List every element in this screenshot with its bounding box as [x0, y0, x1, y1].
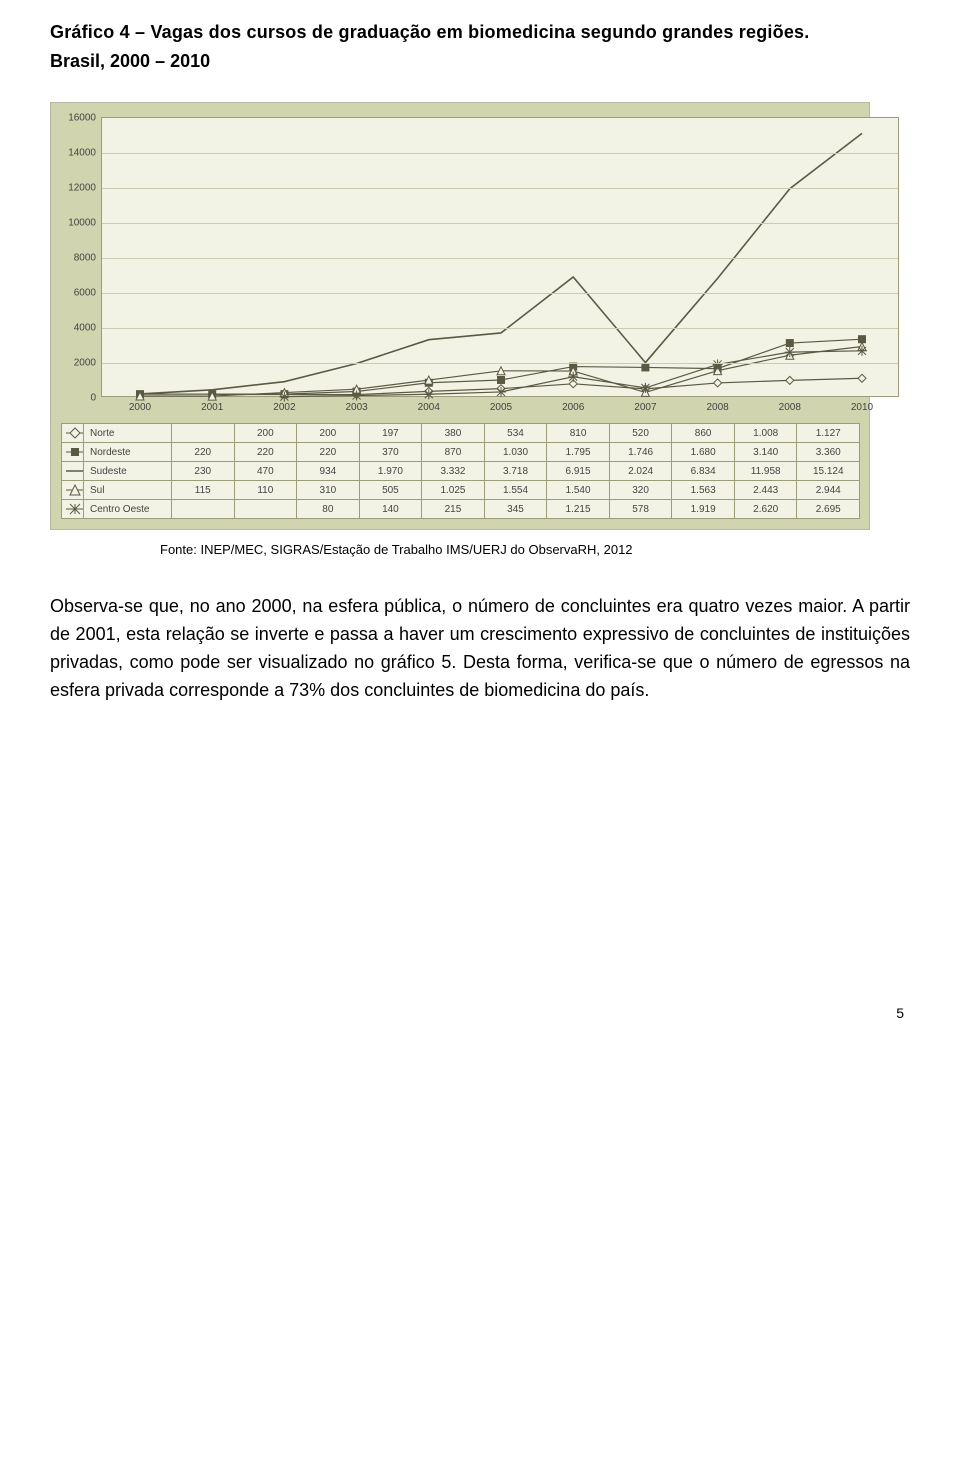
table-cell: 1.554 — [484, 481, 547, 500]
table-cell: 1.795 — [547, 443, 610, 462]
table-cell: 15.124 — [797, 462, 860, 481]
table-row: Centro Oeste 801402153451.2155781.9192.62… — [62, 500, 860, 519]
x-axis-tick: 2005 — [490, 396, 512, 413]
y-axis-tick: 8000 — [74, 253, 102, 264]
page-number: 5 — [50, 1005, 910, 1021]
table-cell: 2.944 — [797, 481, 860, 500]
table-cell: 6.915 — [547, 462, 610, 481]
table-row: Sul1151103105051.0251.5541.5403201.5632.… — [62, 481, 860, 500]
table-cell: 6.834 — [672, 462, 735, 481]
table-cell: 2.620 — [734, 500, 797, 519]
table-cell: 140 — [359, 500, 422, 519]
table-cell: 2.695 — [797, 500, 860, 519]
series-name: Sudeste — [84, 462, 172, 481]
series-name: Centro Oeste — [84, 500, 172, 519]
series-marker-icon — [62, 481, 84, 500]
series-name: Norte — [84, 424, 172, 443]
table-cell: 320 — [609, 481, 672, 500]
table-cell: 2.443 — [734, 481, 797, 500]
body-paragraph: Observa-se que, no ano 2000, na esfera p… — [50, 593, 910, 705]
x-axis-tick: 2008 — [779, 396, 801, 413]
x-axis-tick: 2007 — [634, 396, 656, 413]
table-cell: 1.563 — [672, 481, 735, 500]
table-cell: 110 — [234, 481, 297, 500]
table-cell: 3.360 — [797, 443, 860, 462]
table-cell: 1.680 — [672, 443, 735, 462]
table-cell: 1.540 — [547, 481, 610, 500]
series-marker-icon — [62, 500, 84, 519]
plot-area: 0200040006000800010000120001400016000200… — [101, 117, 899, 397]
y-axis-tick: 10000 — [68, 218, 102, 229]
chart-lines — [102, 118, 898, 396]
table-cell: 3.332 — [422, 462, 485, 481]
table-cell: 80 — [297, 500, 360, 519]
table-cell: 1.919 — [672, 500, 735, 519]
table-cell: 220 — [297, 443, 360, 462]
table-cell: 220 — [172, 443, 235, 462]
table-cell — [172, 500, 235, 519]
table-cell: 470 — [234, 462, 297, 481]
table-cell: 200 — [297, 424, 360, 443]
table-cell — [234, 500, 297, 519]
table-cell: 215 — [422, 500, 485, 519]
table-cell: 2.024 — [609, 462, 672, 481]
chart-source: Fonte: INEP/MEC, SIGRAS/Estação de Traba… — [160, 542, 910, 557]
table-cell: 520 — [609, 424, 672, 443]
table-cell: 505 — [359, 481, 422, 500]
table-cell: 3.140 — [734, 443, 797, 462]
y-axis-tick: 14000 — [68, 148, 102, 159]
table-cell: 1.030 — [484, 443, 547, 462]
table-cell: 1.127 — [797, 424, 860, 443]
table-cell: 310 — [297, 481, 360, 500]
x-axis-tick: 2008 — [706, 396, 728, 413]
chart-data-table: Norte2002001973805348105208601.0081.127N… — [61, 423, 860, 519]
table-cell — [172, 424, 235, 443]
table-cell: 1.970 — [359, 462, 422, 481]
table-cell: 115 — [172, 481, 235, 500]
table-cell: 578 — [609, 500, 672, 519]
table-cell: 220 — [234, 443, 297, 462]
series-name: Nordeste — [84, 443, 172, 462]
x-axis-tick: 2003 — [345, 396, 367, 413]
table-row: Sudeste2304709341.9703.3323.7186.9152.02… — [62, 462, 860, 481]
table-cell: 534 — [484, 424, 547, 443]
table-cell: 860 — [672, 424, 735, 443]
chart-panel: 0 2000 4000 6000 8000 10000 12000 14000 16000 200… — [50, 102, 870, 530]
table-cell: 1.215 — [547, 500, 610, 519]
table-cell: 1.008 — [734, 424, 797, 443]
x-axis-tick: 2002 — [273, 396, 295, 413]
table-cell: 934 — [297, 462, 360, 481]
x-axis-tick: 2010 — [851, 396, 873, 413]
table-row: Norte2002001973805348105208601.0081.127 — [62, 424, 860, 443]
y-axis-tick: 0 — [90, 393, 102, 404]
y-axis-tick: 4000 — [74, 323, 102, 334]
table-cell: 380 — [422, 424, 485, 443]
table-row: Nordeste2202202203708701.0301.7951.7461.… — [62, 443, 860, 462]
x-axis-tick: 2006 — [562, 396, 584, 413]
series-marker-icon — [62, 443, 84, 462]
table-cell: 3.718 — [484, 462, 547, 481]
y-axis-tick: 2000 — [74, 358, 102, 369]
table-cell: 345 — [484, 500, 547, 519]
table-cell: 230 — [172, 462, 235, 481]
table-cell: 197 — [359, 424, 422, 443]
series-name: Sul — [84, 481, 172, 500]
table-cell: 11.958 — [734, 462, 797, 481]
x-axis-tick: 2004 — [418, 396, 440, 413]
table-cell: 870 — [422, 443, 485, 462]
y-axis-tick: 16000 — [68, 113, 102, 124]
table-cell: 1.025 — [422, 481, 485, 500]
y-axis-tick: 12000 — [68, 183, 102, 194]
chart-subtitle: Brasil, 2000 – 2010 — [50, 51, 910, 72]
table-cell: 370 — [359, 443, 422, 462]
x-axis-tick: 2001 — [201, 396, 223, 413]
y-axis-tick: 6000 — [74, 288, 102, 299]
series-marker-icon — [62, 424, 84, 443]
x-axis-tick: 2000 — [129, 396, 151, 413]
series-marker-icon — [62, 462, 84, 481]
table-cell: 1.746 — [609, 443, 672, 462]
chart-title: Gráfico 4 – Vagas dos cursos de graduaçã… — [50, 20, 910, 45]
table-cell: 200 — [234, 424, 297, 443]
table-cell: 810 — [547, 424, 610, 443]
